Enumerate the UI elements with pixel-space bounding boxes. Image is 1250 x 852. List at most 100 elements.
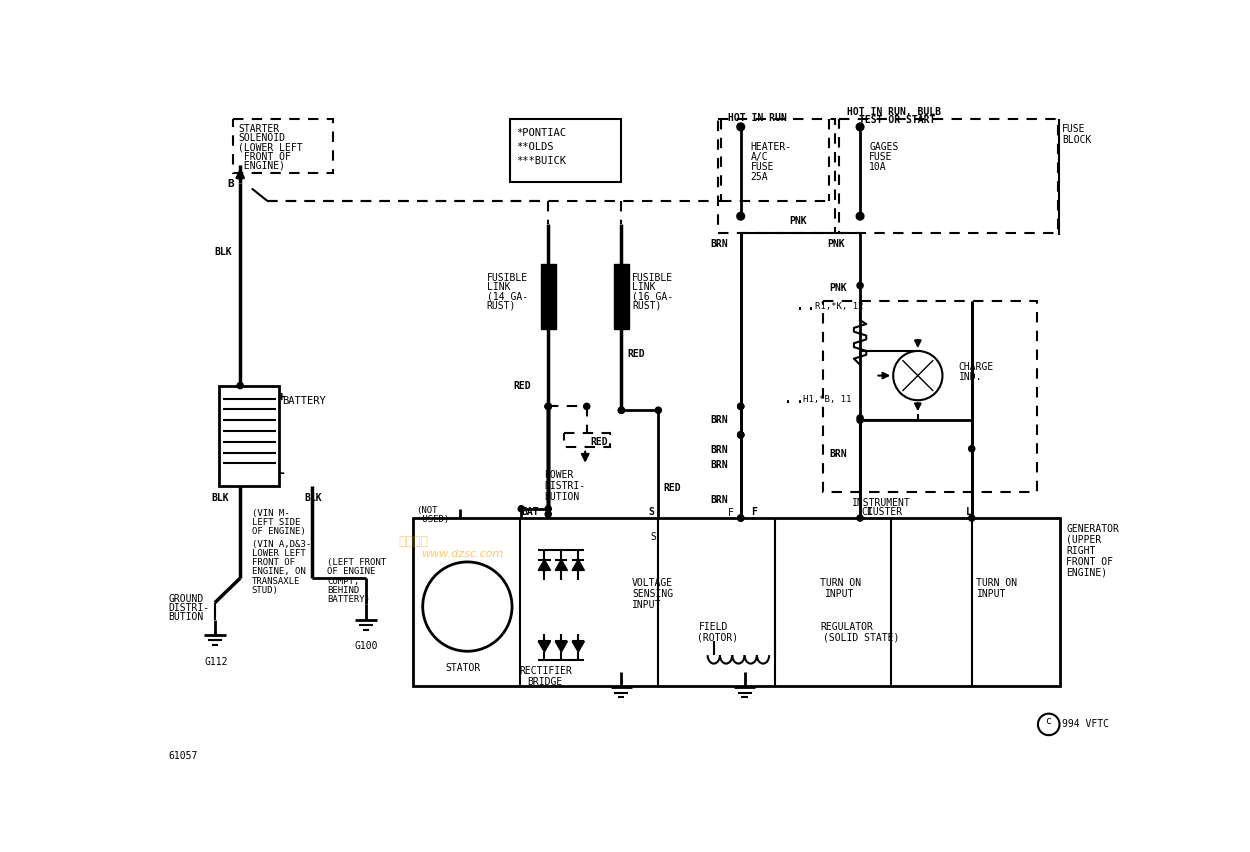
Text: A/C: A/C — [751, 153, 769, 162]
Circle shape — [738, 212, 745, 220]
Text: FUSIBLE: FUSIBLE — [486, 273, 528, 283]
Text: S: S — [649, 507, 654, 517]
Circle shape — [858, 282, 864, 289]
Polygon shape — [539, 642, 550, 652]
Text: BLK: BLK — [304, 493, 321, 504]
Text: POWER: POWER — [545, 470, 574, 481]
Bar — [510, 119, 621, 182]
Text: H1,*B, 11: H1,*B, 11 — [802, 394, 851, 404]
Text: +: + — [278, 391, 285, 404]
Text: ENGINE): ENGINE) — [1066, 567, 1108, 578]
Text: DISTRI-: DISTRI- — [169, 602, 210, 613]
Text: 维修一下: 维修一下 — [398, 535, 428, 548]
Text: RUST): RUST) — [486, 301, 516, 311]
Text: c: c — [1045, 716, 1051, 726]
Circle shape — [858, 415, 864, 421]
Text: FUSIBLE: FUSIBLE — [632, 273, 674, 283]
Circle shape — [969, 446, 975, 452]
Text: (VIN A,D&3-: (VIN A,D&3- — [251, 539, 311, 549]
Text: .: . — [795, 296, 805, 314]
Text: (SOLID STATE): (SOLID STATE) — [822, 633, 900, 642]
Text: -: - — [278, 466, 286, 480]
Circle shape — [856, 212, 864, 220]
Text: BLK: BLK — [215, 247, 232, 257]
Text: LEFT SIDE: LEFT SIDE — [251, 518, 300, 527]
Bar — [232, 119, 332, 173]
Text: L: L — [965, 507, 971, 517]
Text: STATOR: STATOR — [446, 663, 481, 673]
Text: F: F — [728, 508, 734, 518]
Text: RECTIFIER: RECTIFIER — [520, 666, 572, 676]
Circle shape — [545, 403, 551, 410]
Text: RED: RED — [514, 381, 531, 391]
Text: ENGINE): ENGINE) — [238, 161, 285, 170]
Text: (14 GA-: (14 GA- — [486, 291, 528, 302]
Text: FIELD: FIELD — [699, 622, 728, 632]
Text: BRN: BRN — [711, 460, 729, 470]
Text: BATTERY: BATTERY — [282, 396, 326, 406]
Polygon shape — [539, 560, 550, 570]
Text: 994 VFTC: 994 VFTC — [1061, 719, 1109, 729]
Circle shape — [738, 515, 744, 521]
Text: S: S — [651, 532, 656, 542]
Circle shape — [519, 506, 524, 512]
Text: G100: G100 — [354, 642, 377, 651]
Text: LOWER LEFT: LOWER LEFT — [251, 549, 305, 558]
Text: STARTER: STARTER — [238, 124, 279, 134]
Text: BLOCK: BLOCK — [1061, 135, 1091, 145]
Text: REGULATOR: REGULATOR — [820, 622, 872, 632]
Circle shape — [655, 407, 661, 413]
Text: BAT: BAT — [521, 507, 539, 517]
Text: **OLDS: **OLDS — [516, 142, 554, 153]
Text: BLK: BLK — [211, 493, 229, 504]
Text: RUST): RUST) — [632, 301, 661, 311]
Text: RIGHT: RIGHT — [1066, 546, 1096, 556]
Text: FUSE: FUSE — [751, 162, 774, 172]
Circle shape — [738, 123, 745, 130]
Text: 25A: 25A — [751, 172, 769, 182]
Bar — [414, 518, 1060, 686]
Text: GAGES: GAGES — [869, 142, 899, 153]
Text: LINK: LINK — [486, 282, 510, 292]
Text: 61057: 61057 — [169, 751, 198, 762]
Circle shape — [858, 417, 864, 423]
Text: F: F — [751, 507, 756, 517]
Text: (UPPER: (UPPER — [1066, 535, 1101, 545]
Text: VOLTAGE: VOLTAGE — [632, 579, 674, 588]
Bar — [614, 264, 629, 330]
Text: RED: RED — [628, 348, 645, 359]
Circle shape — [738, 515, 744, 521]
Text: (NOT: (NOT — [416, 506, 437, 515]
Text: HEATER-: HEATER- — [751, 142, 791, 153]
Bar — [718, 119, 835, 233]
Text: BATTERY): BATTERY) — [328, 595, 370, 604]
Text: GENERATOR: GENERATOR — [1066, 524, 1119, 534]
Circle shape — [969, 515, 975, 521]
Text: INPUT: INPUT — [632, 600, 661, 610]
Text: BRN: BRN — [711, 415, 729, 425]
Text: www.dzsc.com: www.dzsc.com — [421, 549, 504, 559]
Polygon shape — [555, 642, 568, 652]
Text: INSTRUMENT: INSTRUMENT — [853, 498, 911, 508]
Circle shape — [584, 403, 590, 410]
Text: PNK: PNK — [789, 216, 806, 226]
Text: I: I — [866, 507, 872, 517]
Text: TRANSAXLE: TRANSAXLE — [251, 577, 300, 585]
Text: .: . — [795, 389, 805, 406]
Text: ENGINE, ON: ENGINE, ON — [251, 567, 305, 576]
Text: R1,*K, 12: R1,*K, 12 — [815, 302, 864, 312]
Text: (LEFT FRONT: (LEFT FRONT — [328, 558, 386, 567]
Text: (LOWER LEFT: (LOWER LEFT — [238, 142, 302, 153]
Text: GROUND: GROUND — [169, 594, 204, 603]
Circle shape — [858, 515, 864, 521]
Text: 10A: 10A — [869, 162, 887, 172]
Bar — [839, 119, 1058, 233]
Circle shape — [619, 407, 625, 413]
Text: CLUSTER: CLUSTER — [861, 507, 902, 517]
Text: BRIDGE: BRIDGE — [528, 676, 562, 687]
Text: FUSE: FUSE — [1061, 124, 1085, 134]
Text: BEHIND: BEHIND — [328, 586, 360, 595]
Circle shape — [238, 383, 244, 389]
Polygon shape — [572, 642, 585, 652]
Text: RED: RED — [664, 483, 681, 493]
